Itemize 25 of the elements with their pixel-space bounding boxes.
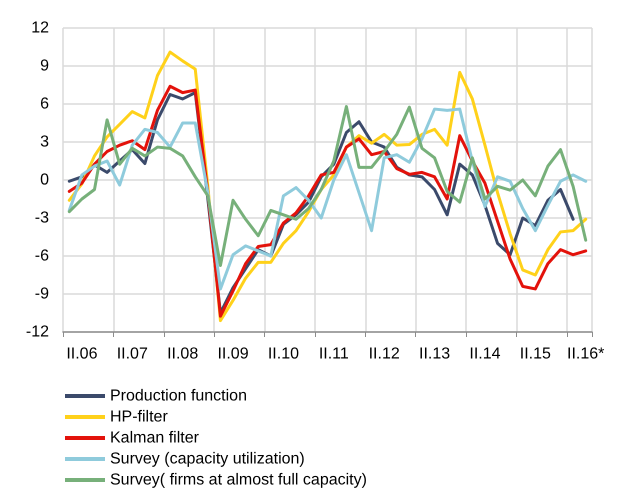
legend-label: Survey( firms at almost full capacity)	[110, 472, 367, 488]
y-tick-label: -3	[34, 210, 50, 226]
y-tick-label: -6	[34, 248, 50, 264]
y-tick-label: -9	[34, 286, 50, 302]
x-tick-label: II.07	[116, 346, 148, 362]
legend-label: Survey (capacity utilization)	[110, 450, 305, 468]
x-tick-label: II.12	[368, 346, 400, 362]
y-tick-label: 6	[40, 96, 50, 112]
legend-label: Kalman filter	[110, 430, 200, 446]
x-tick-label: II.15	[520, 346, 551, 362]
legend-label: Production function	[110, 388, 247, 404]
x-tick-label: II.14	[469, 346, 501, 362]
y-tick-label: 9	[40, 58, 50, 74]
x-tick-label: II.13	[418, 346, 450, 362]
legend-label: HP-filter	[110, 408, 168, 426]
x-tick-label: II.09	[217, 346, 249, 362]
x-tick-label: II.06	[66, 346, 98, 362]
x-tick-label: II.16*	[567, 346, 604, 362]
x-tick-label: II.11	[318, 346, 349, 362]
x-tick-label: II.08	[167, 346, 198, 362]
y-tick-label: 12	[31, 20, 50, 36]
x-tick-label: II.10	[268, 346, 300, 362]
y-tick-label: 0	[40, 172, 50, 188]
y-tick-label: -12	[26, 324, 50, 340]
y-tick-label: 3	[40, 134, 50, 150]
